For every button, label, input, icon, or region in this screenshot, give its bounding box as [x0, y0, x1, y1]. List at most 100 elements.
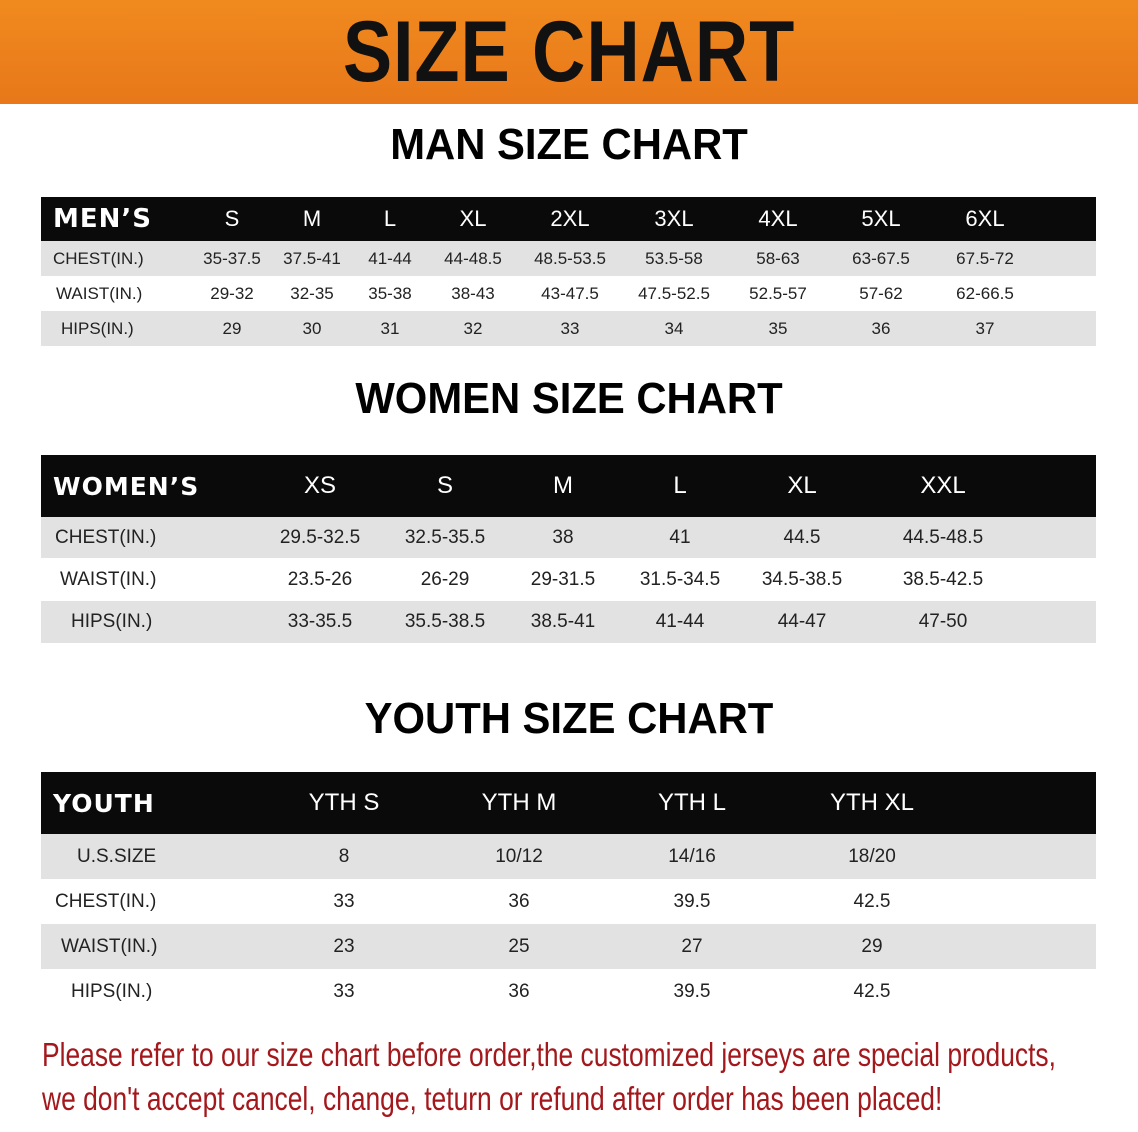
table-cell: 44-47 [777, 611, 827, 632]
row-label: HIPS(IN.) [61, 318, 134, 338]
table-cell: 57-62 [859, 283, 903, 303]
size-column-header: 6XL [965, 206, 1005, 231]
banner-title: SIZE CHART [342, 4, 796, 100]
table-cell: 35-37.5 [203, 248, 261, 268]
table-cell: 32-35 [290, 283, 334, 303]
table-cell: 58-63 [756, 248, 800, 268]
table-corner-label: YOUTH [53, 788, 155, 818]
table-row: HIPS(IN.) 29 30 31 32 33 34 35 36 37 [41, 311, 1096, 346]
table-cell: 36 [508, 980, 530, 1002]
row-label: U.S.SIZE [77, 845, 157, 867]
table-cell: 41-44 [368, 248, 412, 268]
row-label: CHEST(IN.) [55, 526, 157, 548]
size-column-header: YTH S [308, 789, 380, 816]
size-column-header: XXL [920, 472, 966, 499]
table-cell: 29-31.5 [530, 568, 596, 590]
table-cell: 67.5-72 [956, 248, 1014, 268]
size-column-header: L [673, 472, 687, 499]
table-cell: 41-44 [655, 611, 705, 632]
table-cell: 33 [333, 980, 355, 1002]
table-cell: 23.5-26 [287, 568, 353, 590]
table-header-row: MEN’S S M L XL 2XL 3XL 4XL 5XL 6XL [41, 197, 1096, 241]
table-cell: 35 [768, 318, 788, 338]
row-label: HIPS(IN.) [71, 611, 153, 632]
table-row: U.S.SIZE 8 10/12 14/16 18/20 [41, 834, 1096, 879]
notice-line-2: we don't accept cancel, change, teturn o… [42, 1080, 943, 1117]
table-cell: 23 [333, 935, 355, 957]
table-cell: 31 [380, 318, 400, 338]
title-banner: SIZE CHART [0, 0, 1138, 104]
table-cell: 47.5-52.5 [638, 283, 710, 303]
size-column-header: S [224, 206, 240, 231]
table-cell: 25 [508, 935, 530, 957]
table-cell: 44.5-48.5 [902, 526, 984, 548]
table-cell: 43-47.5 [541, 283, 599, 303]
table-cell: 32.5-35.5 [404, 526, 486, 548]
table-cell: 52.5-57 [749, 283, 807, 303]
table-header-row: YOUTH YTH S YTH M YTH L YTH XL [41, 772, 1096, 834]
table-row: WAIST(IN.) 23 25 27 29 [41, 924, 1096, 969]
table-cell: 36 [508, 890, 530, 912]
size-column-header: 3XL [654, 206, 694, 231]
table-cell: 34.5-38.5 [761, 568, 843, 590]
table-cell: 35.5-38.5 [404, 611, 486, 632]
table-header-row: WOMEN’S XS S M L XL XXL [41, 455, 1096, 517]
table-cell: 38-43 [451, 283, 495, 303]
table-cell: 18/20 [848, 845, 896, 867]
youth-section-title: YOUTH SIZE CHART [364, 694, 774, 743]
size-column-header: M [553, 472, 573, 499]
table-cell: 29-32 [210, 283, 254, 303]
table-cell: 29.5-32.5 [279, 526, 361, 548]
table-cell: 42.5 [853, 890, 891, 912]
table-row: CHEST(IN.) 29.5-32.5 32.5-35.5 38 41 44.5 44.5… [41, 517, 1096, 558]
size-column-header: XL [459, 206, 487, 231]
size-column-header: 4XL [758, 206, 798, 231]
size-column-header: 5XL [861, 206, 901, 231]
table-cell: 39.5 [673, 980, 711, 1002]
table-cell: 35-38 [368, 283, 412, 303]
table-cell: 42.5 [853, 980, 891, 1002]
table-cell: 38.5-42.5 [902, 568, 984, 590]
table-cell: 37.5-41 [283, 248, 341, 268]
size-column-header: S [436, 472, 454, 499]
notice-line-1: Please refer to our size chart before or… [42, 1036, 1056, 1073]
row-label: WAIST(IN.) [60, 568, 157, 590]
table-cell: 53.5-58 [645, 248, 703, 268]
table-row: WAIST(IN.) 29-32 32-35 35-38 38-43 43-47.5 47.… [41, 276, 1096, 311]
size-column-header: 2XL [550, 206, 590, 231]
size-column-header: YTH M [481, 789, 557, 816]
table-cell: 33-35.5 [287, 611, 353, 632]
size-column-header: M [302, 206, 322, 231]
table-cell: 10/12 [495, 845, 543, 867]
size-column-header: L [383, 206, 397, 231]
table-cell: 8 [338, 845, 350, 867]
men-section-title: MAN SIZE CHART [390, 120, 748, 169]
table-row: HIPS(IN.) 33 36 39.5 42.5 [41, 969, 1096, 1014]
table-cell: 38 [552, 526, 574, 548]
table-cell: 33 [560, 318, 580, 338]
table-row: CHEST(IN.) 33 36 39.5 42.5 [41, 879, 1096, 924]
table-cell: 48.5-53.5 [534, 248, 606, 268]
table-row: CHEST(IN.) 35-37.5 37.5-41 41-44 44-48.5 48.5… [41, 241, 1096, 276]
table-cell: 62-66.5 [956, 283, 1014, 303]
table-cell: 39.5 [673, 890, 711, 912]
table-cell: 63-67.5 [852, 248, 910, 268]
table-cell: 14/16 [668, 845, 716, 867]
table-row: WAIST(IN.) 23.5-26 26-29 29-31.5 31.5-34.5 34… [41, 558, 1096, 601]
table-cell: 26-29 [420, 568, 470, 590]
table-row: HIPS(IN.) 33-35.5 35.5-38.5 38.5-41 41-44 44-… [41, 601, 1096, 643]
table-cell: 32 [463, 318, 483, 338]
table-corner-label: WOMEN’S [53, 471, 200, 501]
table-cell: 41 [669, 526, 691, 548]
table-cell: 31.5-34.5 [639, 568, 721, 590]
row-label: WAIST(IN.) [61, 935, 158, 957]
table-cell: 47-50 [918, 611, 968, 632]
table-cell: 44-48.5 [444, 248, 502, 268]
table-cell: 44.5 [783, 526, 821, 548]
table-cell: 29 [222, 318, 242, 338]
size-column-header: XL [787, 472, 817, 499]
table-cell: 30 [302, 318, 322, 338]
table-corner-label: MEN’S [53, 204, 152, 234]
row-label: WAIST(IN.) [56, 283, 143, 303]
size-column-header: YTH XL [829, 789, 915, 816]
